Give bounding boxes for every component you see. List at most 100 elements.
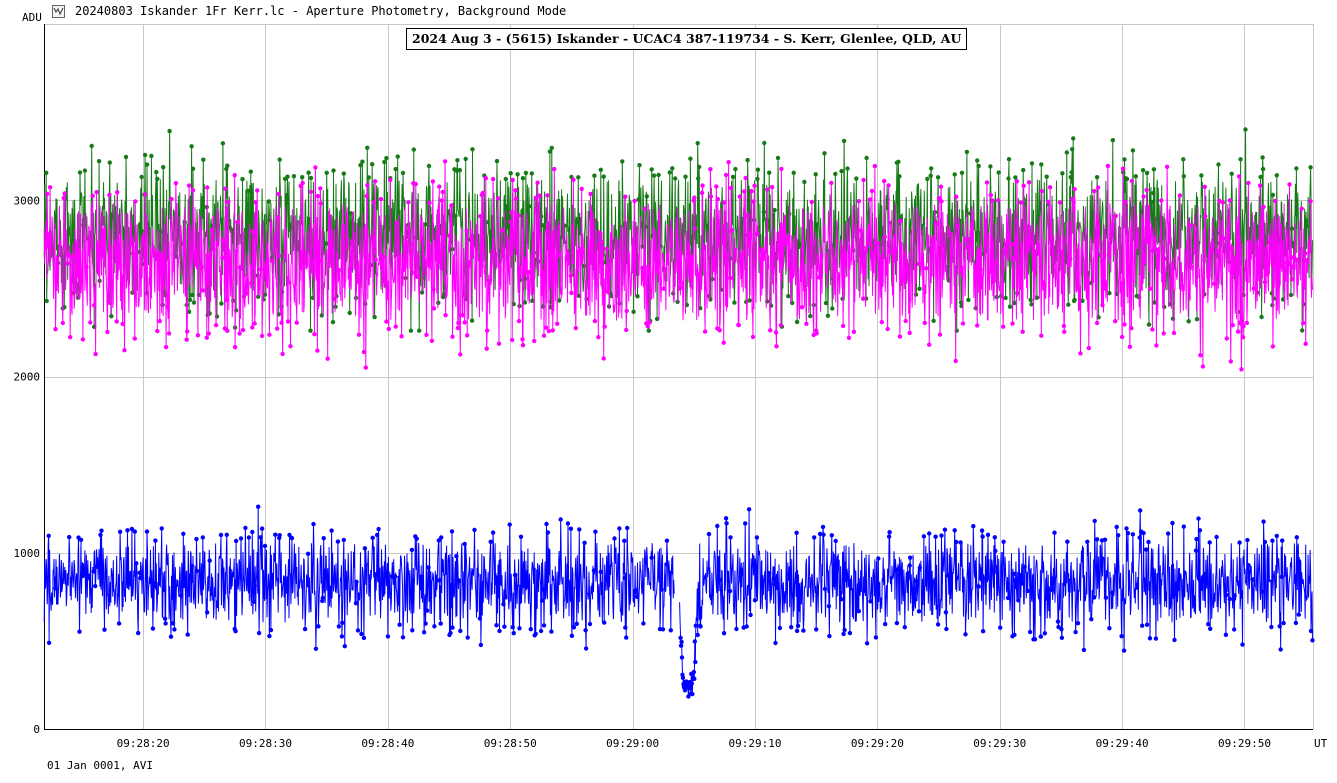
data-point [1022, 564, 1027, 569]
window-title-bar: 20240803 Iskander 1Fr Kerr.lc - Aperture… [0, 0, 1337, 24]
data-point [723, 516, 729, 521]
data-point [1143, 547, 1149, 552]
data-point [717, 328, 722, 333]
data-point [544, 521, 549, 527]
data-point [538, 628, 544, 634]
data-point [789, 625, 794, 630]
data-point [267, 633, 272, 639]
data-point [820, 524, 826, 530]
data-point [552, 166, 557, 172]
data-point [742, 189, 747, 194]
data-point [170, 621, 176, 626]
data-point [576, 175, 581, 180]
data-point [510, 625, 515, 630]
data-point [677, 286, 682, 291]
data-point [841, 274, 846, 279]
data-point [129, 526, 135, 532]
data-point [1106, 253, 1112, 258]
data-point [1227, 198, 1233, 203]
data-point [1012, 300, 1017, 306]
data-point [1092, 518, 1097, 524]
y-axis-label: ADU [22, 11, 42, 24]
data-point [223, 186, 228, 191]
data-point [424, 332, 429, 337]
data-point [1227, 596, 1233, 602]
data-point [219, 301, 224, 306]
data-point [679, 655, 685, 660]
data-point [979, 528, 985, 533]
series-2-group [43, 504, 1315, 699]
data-point [429, 338, 435, 343]
data-point [370, 162, 375, 167]
data-point [302, 626, 308, 632]
data-point [847, 630, 853, 636]
data-point [1229, 246, 1234, 251]
data-point [1140, 168, 1146, 173]
data-point [952, 172, 957, 177]
data-point [194, 568, 200, 574]
data-point [773, 330, 779, 335]
data-point [1006, 176, 1011, 181]
data-point [419, 290, 425, 295]
data-point [902, 625, 907, 630]
data-point [411, 147, 416, 152]
data-point [598, 230, 603, 236]
y-tick-label: 2000 [14, 371, 41, 384]
data-point [1125, 530, 1131, 536]
data-point [477, 616, 483, 621]
data-point [443, 313, 448, 318]
data-point [952, 528, 957, 533]
data-point [841, 138, 847, 144]
data-point [754, 535, 760, 540]
data-point [1296, 612, 1302, 617]
data-point [462, 541, 467, 547]
data-point [70, 254, 76, 259]
data-point [1164, 164, 1170, 169]
data-point [523, 170, 529, 176]
data-point [516, 318, 522, 324]
data-point [82, 572, 87, 577]
data-point [527, 204, 532, 209]
data-point [678, 635, 683, 640]
data-point [752, 598, 758, 603]
data-point [683, 174, 688, 179]
data-point [347, 310, 352, 316]
data-point [1005, 595, 1011, 601]
data-point [185, 329, 190, 334]
data-point [371, 200, 376, 205]
data-point [1211, 281, 1217, 286]
data-point [913, 579, 919, 584]
data-point [361, 349, 367, 355]
data-point [462, 320, 467, 325]
data-point [729, 228, 735, 233]
data-point [778, 323, 784, 328]
data-point [1186, 319, 1191, 324]
data-point [82, 168, 88, 173]
data-point [277, 533, 282, 538]
data-point [601, 356, 606, 361]
data-point [582, 540, 587, 545]
data-point [421, 630, 427, 635]
data-point [963, 237, 969, 242]
data-point [541, 623, 547, 628]
data-point [577, 527, 582, 532]
data-point [1181, 174, 1187, 179]
data-point [453, 213, 458, 218]
data-point [858, 228, 863, 233]
data-point [747, 298, 752, 303]
data-point [1206, 622, 1211, 627]
data-point [1147, 286, 1153, 291]
data-point [886, 534, 892, 539]
data-point [168, 634, 174, 639]
data-point [400, 635, 406, 640]
data-point [668, 628, 673, 633]
data-point [44, 170, 49, 175]
data-point [985, 532, 991, 537]
data-point [510, 337, 515, 343]
data-point [494, 158, 500, 164]
data-point [1146, 322, 1152, 327]
data-point [827, 633, 832, 639]
data-point [802, 179, 807, 185]
data-point [721, 200, 727, 205]
